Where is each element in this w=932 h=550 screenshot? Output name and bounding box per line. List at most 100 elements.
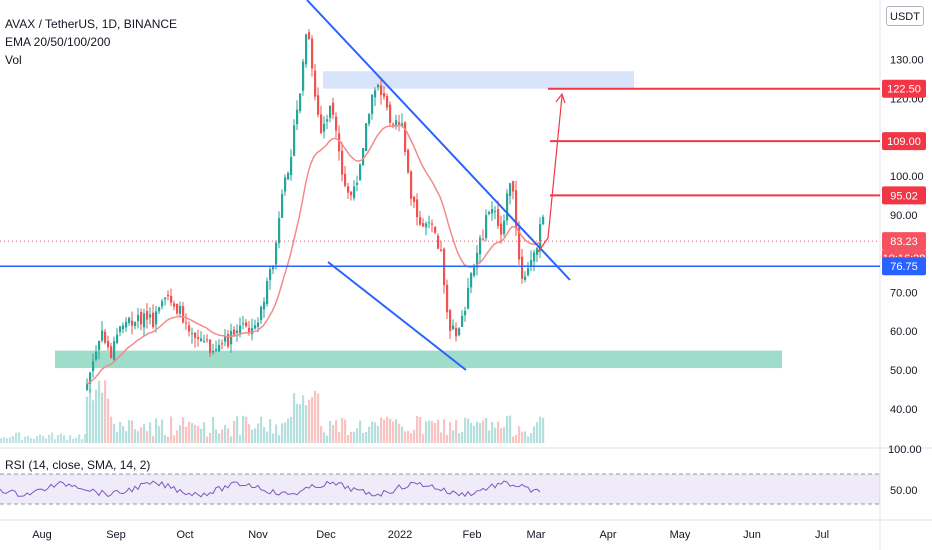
time-tick-label: Jun xyxy=(743,529,761,541)
volume-bar xyxy=(39,434,42,443)
volume-bar xyxy=(66,439,69,443)
volume-bar xyxy=(131,420,134,443)
volume-bar xyxy=(101,392,104,443)
support-zone xyxy=(55,350,782,369)
candle-body xyxy=(428,222,431,224)
candle-body xyxy=(275,242,278,265)
candle-body xyxy=(149,314,152,318)
volume-bar xyxy=(488,430,491,443)
candle-body xyxy=(359,164,362,181)
volume-bar xyxy=(386,416,389,443)
candle-body xyxy=(179,305,182,314)
volume-bar xyxy=(278,434,281,443)
candle-body xyxy=(191,333,194,335)
price-tag-label: 109.00 xyxy=(887,136,921,148)
candle-body xyxy=(452,325,455,330)
candle-body xyxy=(458,328,461,336)
candle-body xyxy=(167,295,170,297)
volume-bar xyxy=(404,431,407,443)
volume-bar xyxy=(314,390,317,443)
volume-bar xyxy=(257,423,260,443)
candle-body xyxy=(470,273,473,288)
volume-bar xyxy=(362,432,365,443)
volume-bar xyxy=(15,432,18,443)
candle-body xyxy=(242,323,245,325)
candle-body xyxy=(218,344,221,352)
candle-body xyxy=(479,237,482,255)
candle-body xyxy=(98,340,101,350)
volume-bar xyxy=(308,399,311,443)
candle-body xyxy=(404,122,407,152)
drawings xyxy=(0,0,880,371)
volume-bar xyxy=(467,418,470,443)
candle-body xyxy=(95,351,98,360)
volume-bar xyxy=(245,416,248,443)
volume-bar xyxy=(84,434,87,443)
time-tick-label: Nov xyxy=(248,529,268,541)
volume-bar xyxy=(491,421,494,443)
volume-bar xyxy=(344,419,347,443)
volume-bar xyxy=(281,423,284,443)
volume-bar xyxy=(263,427,266,443)
volume-bar xyxy=(9,437,12,443)
volume-bar xyxy=(176,430,179,443)
volume-bar xyxy=(179,425,182,443)
volume-bar xyxy=(63,435,66,443)
volume-bar xyxy=(290,416,293,443)
candle-body xyxy=(449,310,452,331)
candle-body xyxy=(425,223,428,228)
candle-body xyxy=(278,218,281,244)
candle-body xyxy=(344,173,347,186)
candle-body xyxy=(290,156,293,176)
volume-bar xyxy=(470,422,473,443)
volume-bar xyxy=(260,416,263,443)
currency-button[interactable]: USDT xyxy=(886,6,924,26)
candle-body xyxy=(332,102,335,115)
volume-bar xyxy=(203,422,206,443)
volume-legend[interactable]: Vol xyxy=(5,53,22,67)
candle-body xyxy=(260,306,263,321)
price-tag-label: 76.75 xyxy=(890,261,918,273)
price-tick-label: 60.00 xyxy=(890,326,918,338)
volume-bar xyxy=(347,434,350,443)
time-tick-label: Feb xyxy=(463,529,482,541)
candle-body xyxy=(389,104,392,123)
candle-body xyxy=(422,223,425,227)
price-axis: 130.00120.00110.00100.0090.0080.0070.006… xyxy=(888,55,924,497)
ema-legend[interactable]: EMA 20/50/100/200 xyxy=(5,35,111,49)
candle-body xyxy=(212,351,215,353)
candle-body xyxy=(86,383,89,390)
candle-body xyxy=(350,191,353,196)
volume-bar xyxy=(24,436,27,443)
volume-bar xyxy=(392,421,395,443)
ema-line xyxy=(85,124,543,385)
volume-bar xyxy=(293,393,296,443)
volume-bar xyxy=(326,435,329,443)
candle-body xyxy=(503,220,506,235)
volume-bar xyxy=(425,421,428,443)
candle-body xyxy=(308,32,311,40)
rsi-legend[interactable]: RSI (14, close, SMA, 14, 2) xyxy=(5,458,151,472)
volume-bar xyxy=(533,426,536,443)
candle-body xyxy=(113,341,116,361)
candle-body xyxy=(497,208,500,226)
volume-bar xyxy=(356,428,359,443)
candle-body xyxy=(527,268,530,276)
candle-body xyxy=(365,123,368,152)
volume-bar xyxy=(173,435,176,443)
volume-bar xyxy=(236,416,239,443)
candle-body xyxy=(164,297,167,300)
candle-body xyxy=(245,322,248,327)
volume-bar xyxy=(431,421,434,443)
time-tick-label: Dec xyxy=(316,529,336,541)
volume-bar xyxy=(227,428,230,443)
candle-body xyxy=(494,210,497,212)
candle-body xyxy=(353,186,356,199)
volume-bar xyxy=(152,436,155,443)
volume-bar xyxy=(398,423,401,443)
volume-bar xyxy=(383,419,386,443)
symbol-legend[interactable]: AVAX / TetherUS, 1D, BINANCE xyxy=(5,17,178,31)
volume-bar xyxy=(128,420,131,443)
volume-bar xyxy=(389,418,392,443)
